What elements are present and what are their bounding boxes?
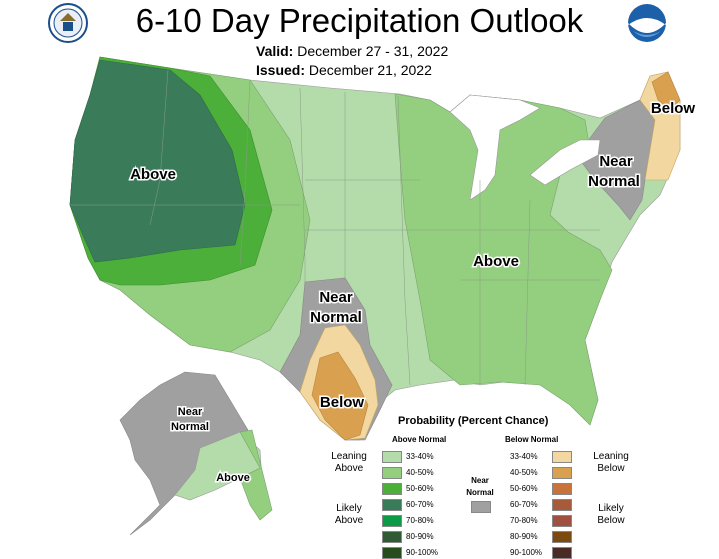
below-range-label: 70-80% (510, 516, 538, 525)
state-boundaries (70, 69, 600, 386)
map-label-northeast-below: Below (651, 100, 696, 117)
below-swatch-80-90% (552, 531, 572, 543)
below-swatch-40-50% (552, 467, 572, 479)
above-swatch-50-60% (382, 483, 402, 495)
noaa-logo (628, 4, 666, 42)
above-range-label: 33-40% (406, 452, 434, 461)
near-normal-swatch (471, 501, 491, 513)
below-swatch-33-40% (552, 451, 572, 463)
below-swatch-50-60% (552, 483, 572, 495)
alaska-above-40-50-region (239, 429, 273, 521)
issued-date: Issued: December 21, 2022 (256, 60, 432, 80)
map-label-texas-near: Near (319, 289, 353, 306)
below-range-label: 33-40% (510, 452, 538, 461)
probability-legend: Probability (Percent Chance) Above Norma… (330, 413, 630, 559)
valid-label: Valid: (256, 43, 294, 59)
page-title: 6-10 Day Precipitation Outlook (135, 2, 584, 39)
map-label-east-above: Above (473, 253, 519, 270)
legend-title: Probability (Percent Chance) (398, 415, 549, 427)
above-range-label: 60-70% (406, 500, 434, 509)
below-normal-header: Below Normal (505, 435, 559, 444)
map-label-alaska-near: Near (178, 406, 203, 418)
above-range-label: 50-60% (406, 484, 434, 493)
map-label-texas-below: Below (320, 394, 365, 411)
above-normal-header: Above Normal (392, 435, 447, 444)
below-range-label: 90-100% (510, 548, 543, 557)
map-label-alaska-normal: Normal (171, 421, 209, 433)
below-range-label: 50-60% (510, 484, 538, 493)
above-range-label: 70-80% (406, 516, 434, 525)
great-lakes (449, 94, 541, 201)
above-swatch-60-70% (382, 499, 402, 511)
map-label-northeast-near: Near (599, 153, 633, 170)
above-range-label: 40-50% (406, 468, 434, 477)
above-swatch-33-40% (382, 451, 402, 463)
below-swatch-90-100% (552, 547, 572, 559)
leaning-above-label: Leaning Above (331, 451, 367, 474)
above-swatch-40-50% (382, 467, 402, 479)
lake-erie-ontario (529, 139, 601, 186)
below-range-label: 60-70% (510, 500, 538, 509)
below-swatch-70-80% (552, 515, 572, 527)
map-label-alaska-above: Above (216, 472, 250, 484)
likely-above-label: Likely Above (334, 503, 364, 526)
issued-text: December 21, 2022 (308, 62, 432, 78)
above-range-label: 90-100% (406, 548, 439, 557)
west-above-60-70-region (69, 59, 246, 263)
above-range-label: 80-90% (406, 532, 434, 541)
texas-below-40-50-region (311, 351, 369, 441)
map-label-west-above: Above (130, 166, 176, 183)
below-range-label: 80-90% (510, 532, 538, 541)
above-swatch-80-90% (382, 531, 402, 543)
issued-label: Issued: (256, 62, 306, 78)
map-label-northeast-normal: Normal (588, 173, 640, 190)
likely-below-label: Likely Below (597, 503, 625, 526)
near-normal-legend-label: Near Normal (466, 476, 494, 497)
maine-below-40-50-region (651, 71, 681, 111)
above-swatch-90-100% (382, 547, 402, 559)
valid-text: December 27 - 31, 2022 (297, 43, 449, 59)
leaning-below-label: Leaning Below (593, 451, 629, 474)
valid-dates: Valid: December 27 - 31, 2022 (256, 41, 448, 61)
below-range-label: 40-50% (510, 468, 538, 477)
commerce-seal-logo (48, 3, 88, 43)
below-swatch-60-70% (552, 499, 572, 511)
map-label-texas-normal: Normal (310, 309, 362, 326)
above-swatch-70-80% (382, 515, 402, 527)
